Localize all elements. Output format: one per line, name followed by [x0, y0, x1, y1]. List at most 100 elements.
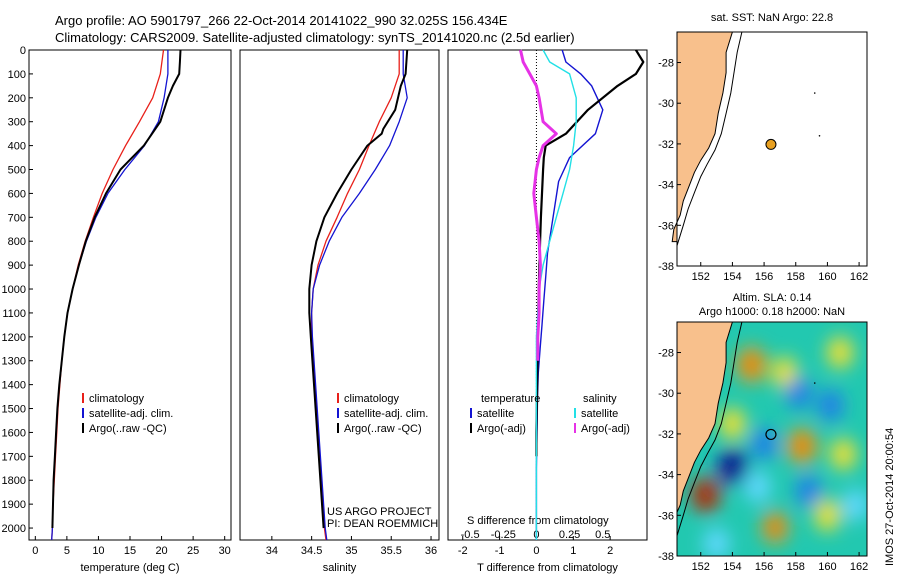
sla-map-blob: [817, 389, 844, 422]
sla-map-lat-tick-label: -28: [658, 348, 674, 360]
sla-map-blob: [751, 428, 778, 461]
credit-project: US ARGO PROJECT: [327, 506, 432, 518]
temperature-tick-label: 25: [187, 545, 199, 557]
sla-map-island: [813, 382, 816, 384]
difference-legend-s-satellite-label: satellite: [581, 408, 618, 420]
depth-tick-label: 1700: [2, 451, 26, 463]
temperature-line-red: [51, 49, 165, 541]
t-difference-tick-label: 1: [570, 545, 576, 557]
sla-map-lon-tick-label: 154: [723, 561, 741, 573]
sla-map-blob: [719, 407, 746, 440]
difference-plot-frame: [447, 49, 648, 541]
depth-tick-label: 100: [8, 69, 26, 81]
sst-map-lon-tick-label: 152: [692, 271, 710, 283]
depth-tick-label: 900: [8, 260, 26, 272]
credit-pi: PI: DEAN ROEMMICH: [327, 518, 439, 530]
sla-map-blob: [827, 336, 854, 369]
sla-map-field: [677, 322, 867, 556]
sla-map-blob-core: [796, 438, 809, 455]
depth-tick-label: 1400: [2, 380, 26, 392]
depth-tick-label: 1800: [2, 475, 26, 487]
salinity-line-blue: [310, 50, 408, 541]
sst-map-title: sat. SST: NaN Argo: 22.8: [711, 12, 833, 24]
sst-map-lat-tick-label: -36: [658, 220, 674, 232]
sla-map-subtitle: Argo h1000: 0.18 h2000: NaN: [699, 306, 845, 318]
sla-map-title: Altim. SLA: 0.14: [733, 292, 812, 304]
s-difference-tick-label: -0.25: [491, 529, 516, 541]
legend-title-temperature: temperature: [481, 393, 540, 405]
sst-map-lon-tick-label: 154: [723, 271, 741, 283]
sla-map-blob: [703, 527, 730, 556]
sla-map-lon-tick-label: 160: [818, 561, 836, 573]
difference-legend-s-argo-label: Argo(-adj): [581, 423, 630, 435]
salinity-legend-2-label: Argo(..raw -QC): [344, 423, 422, 435]
temperature-line-black: [51, 49, 182, 529]
s-difference-tick-label: 0.25: [559, 529, 580, 541]
depth-tick-label: 1500: [2, 404, 26, 416]
salinity-tick-label: 35: [345, 545, 357, 557]
sla-map-float-marker: [765, 428, 777, 441]
temperature-tick-label: 15: [124, 545, 136, 557]
sst-map-lon-tick-label: 160: [818, 271, 836, 283]
difference-legend-t-satellite-label: satellite: [477, 408, 514, 420]
depth-tick-label: 1900: [2, 499, 26, 511]
salinity-axis-label: salinity: [323, 562, 357, 574]
temperature-tick-label: 10: [92, 545, 104, 557]
sst-map-lon-tick-label: 162: [850, 271, 868, 283]
depth-tick-label: 1000: [2, 284, 26, 296]
legend-title-salinity: salinity: [583, 393, 617, 405]
salinity-tick-label: 35.5: [381, 545, 402, 557]
sla-map-lat-tick-label: -38: [658, 551, 674, 563]
difference-line-magenta-S: [519, 49, 558, 361]
sst-map-lon-tick-label: 158: [787, 271, 805, 283]
difference-line-cyan-S: [535, 49, 577, 540]
sla-map-lon-tick-label: 158: [787, 561, 805, 573]
sla-map-lat-tick-label: -34: [658, 470, 674, 482]
temperature-tick-label: 30: [219, 545, 231, 557]
sla-map-blob-core: [745, 356, 758, 373]
sst-map-lat-tick-label: -30: [658, 98, 674, 110]
depth-tick-label: 1600: [2, 427, 26, 439]
sla-map-lon-tick-label: 152: [692, 561, 710, 573]
salinity-legend-1-label: satellite-adj. clim.: [344, 408, 428, 420]
sla-map-blob: [785, 377, 812, 410]
sst-map-lat-tick-label: -28: [658, 58, 674, 70]
chart-title-line1: Argo profile: AO 5901797_266 22-Oct-2014…: [55, 13, 508, 28]
salinity-legend-0-label: climatology: [344, 393, 400, 405]
sst-map-isobath: [676, 31, 743, 246]
depth-tick-label: 300: [8, 117, 26, 129]
sla-map-lon-tick-label: 162: [850, 561, 868, 573]
sla-map-blob-core: [699, 486, 712, 503]
temperature-legend-0-label: climatology: [89, 393, 145, 405]
credit-imos: IMOS 27-Oct-2014 20:00:54: [884, 427, 896, 566]
depth-tick-label: 800: [8, 236, 26, 248]
salinity-tick-label: 34.5: [301, 545, 322, 557]
depth-tick-label: 700: [8, 212, 26, 224]
t-difference-tick-label: -2: [458, 545, 468, 557]
depth-tick-label: 1300: [2, 356, 26, 368]
sla-map-blob-core: [725, 457, 740, 476]
depth-tick-label: 600: [8, 188, 26, 200]
depth-tick-label: 1100: [2, 308, 26, 320]
sla-map-lon-tick-label: 156: [755, 561, 773, 573]
sla-map-blob: [795, 474, 822, 507]
sla-map-blob: [814, 499, 841, 532]
temperature-legend-1-label: satellite-adj. clim.: [89, 408, 173, 420]
sla-map-blob: [744, 470, 771, 503]
sst-map-lat-tick-label: -38: [658, 261, 674, 273]
t-difference-tick-label: -1: [495, 545, 505, 557]
sst-map-lat-tick-label: -32: [658, 139, 674, 151]
depth-tick-label: 2000: [2, 523, 26, 535]
depth-tick-label: 200: [8, 93, 26, 105]
temperature-line-blue: [51, 50, 169, 541]
sst-map-lat-tick-label: -34: [658, 180, 674, 192]
sst-map-lon-tick-label: 156: [755, 271, 773, 283]
salinity-line-black: [308, 49, 409, 529]
temperature-plot-frame: [28, 49, 232, 541]
t-difference-tick-label: 0: [533, 545, 539, 557]
salinity-tick-label: 36: [425, 545, 437, 557]
sst-map-island: [818, 134, 821, 137]
salinity-plot-frame: [239, 49, 440, 541]
t-difference-axis-label: T difference from climatology: [477, 562, 618, 574]
s-difference-tick-label: 0.5: [595, 529, 610, 541]
